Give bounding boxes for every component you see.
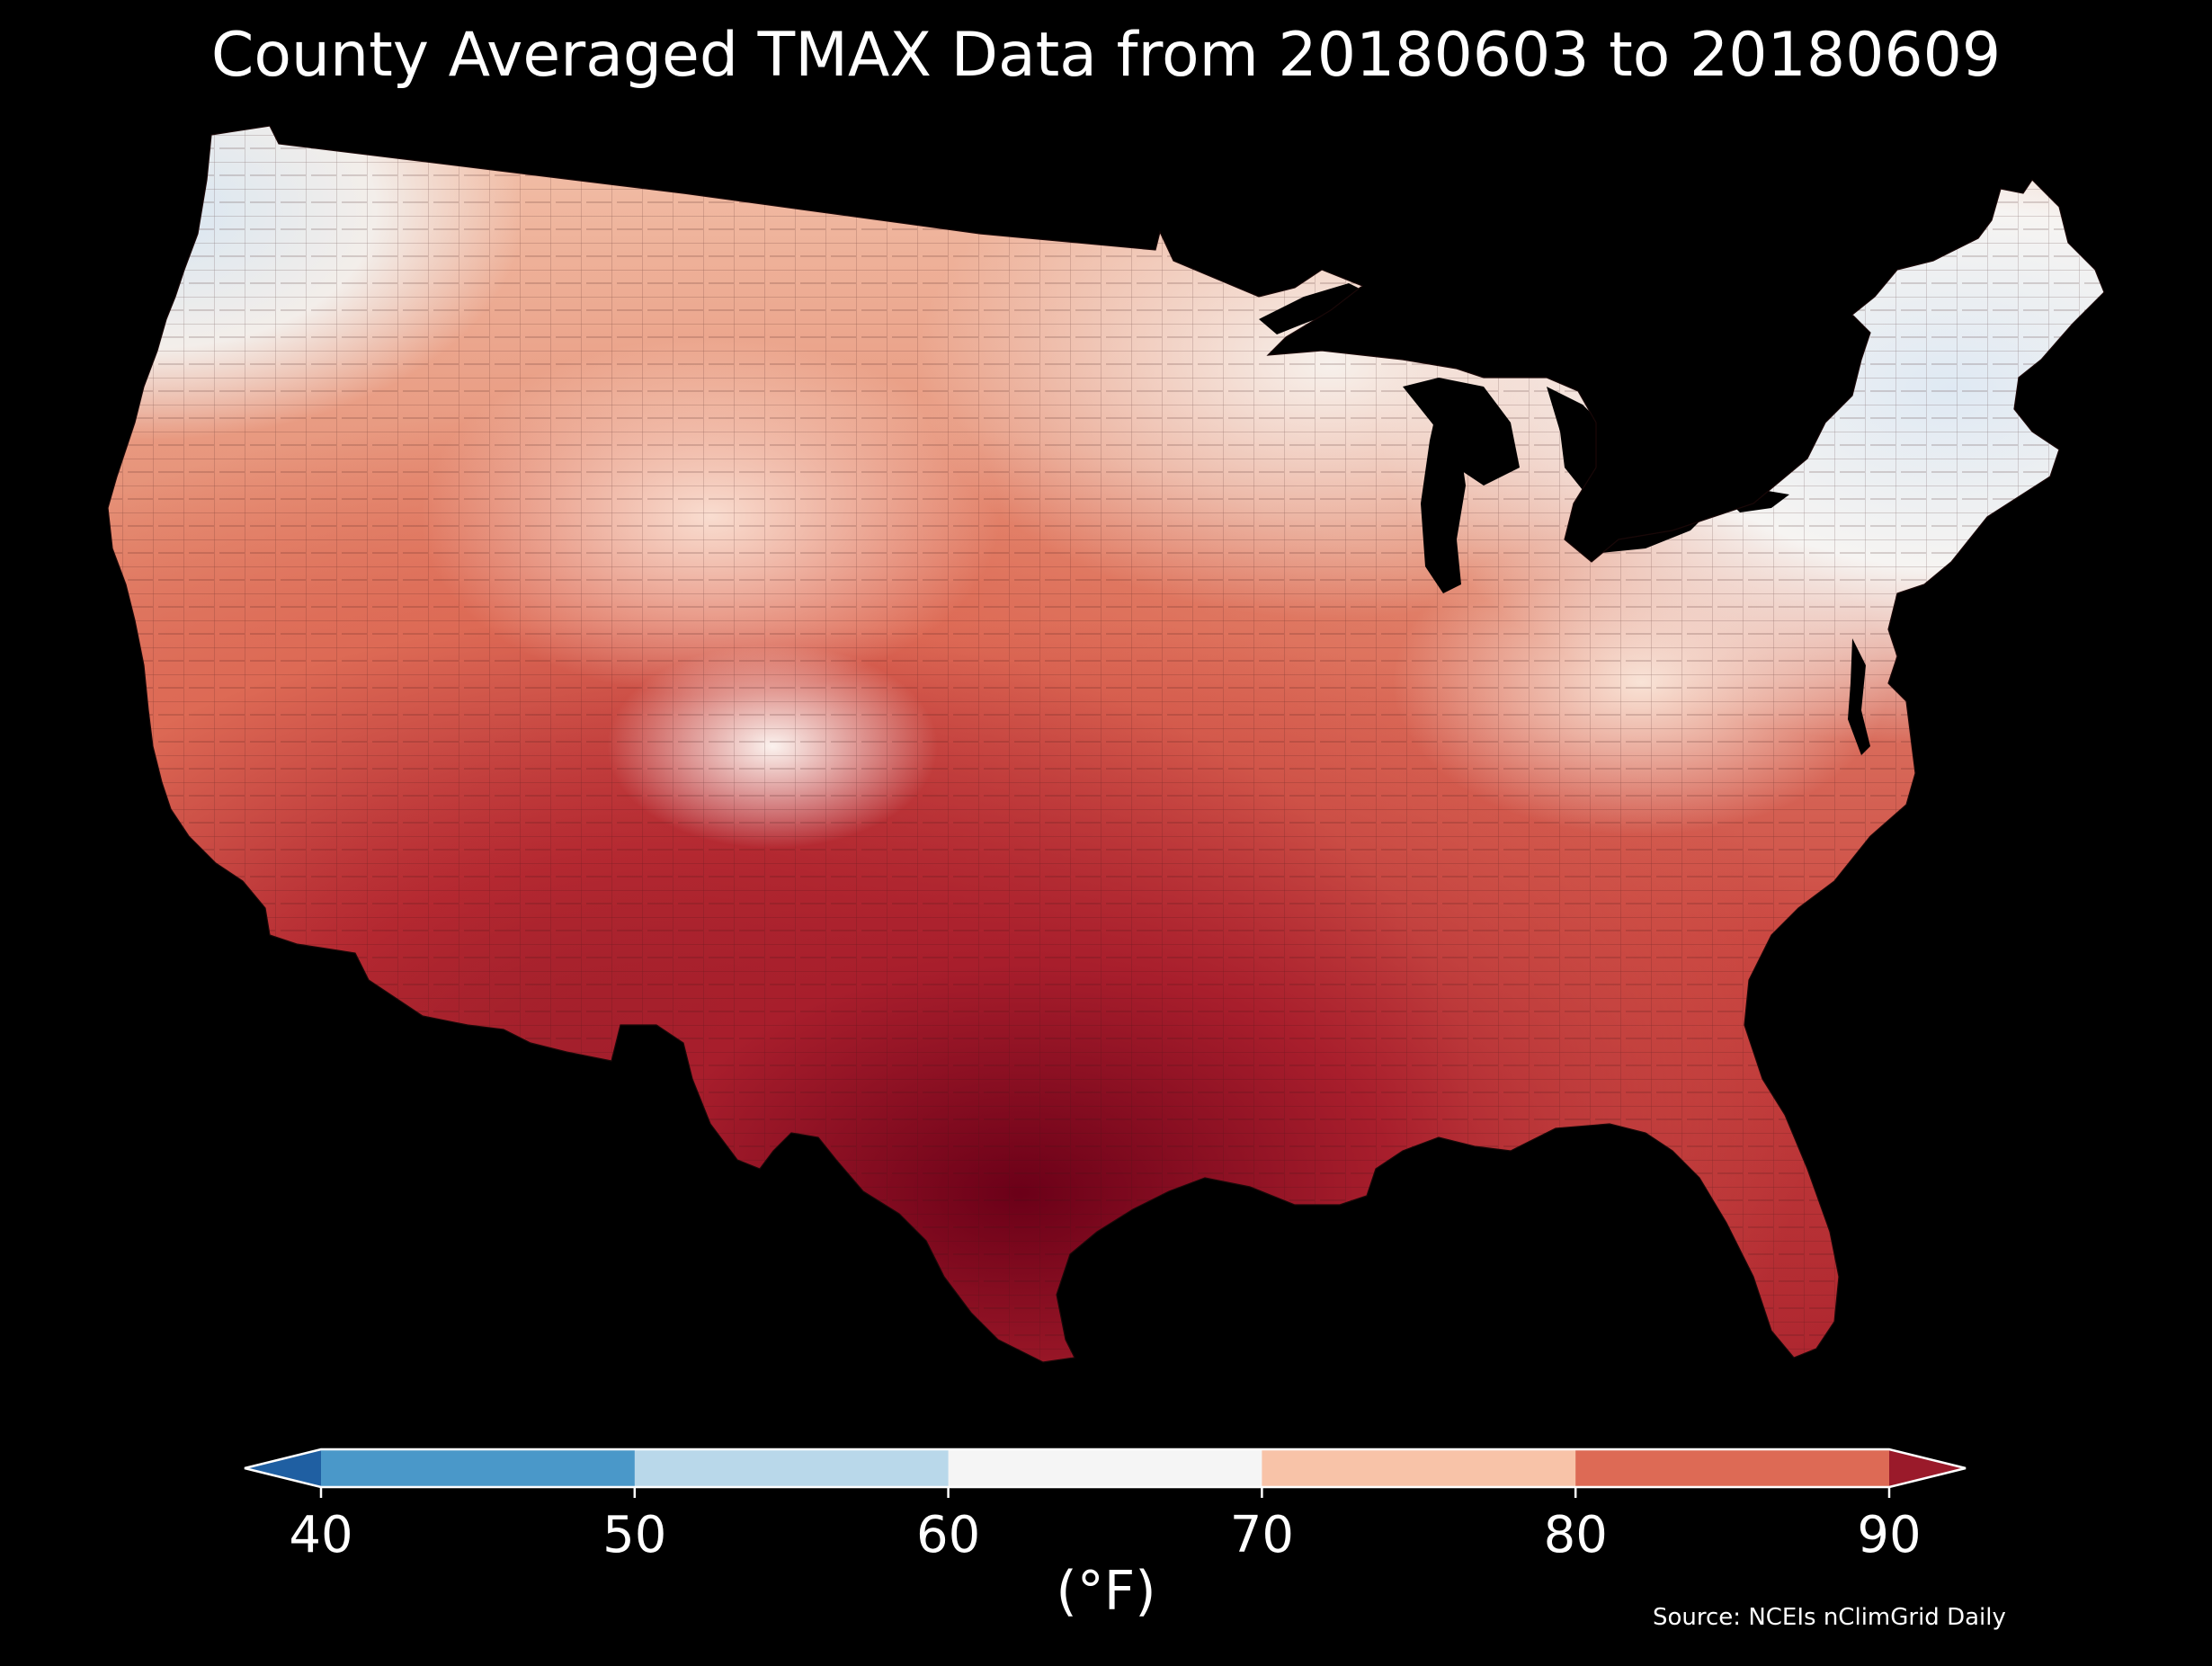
- colorbar-bin: [1262, 1449, 1576, 1487]
- colorbar-tick-label: 50: [602, 1506, 666, 1564]
- colorbar-bin: [634, 1449, 950, 1487]
- chesapeake-bay: [1848, 638, 1870, 755]
- colorbar-tick-label: 60: [916, 1506, 980, 1564]
- colorbar-bin: [321, 1449, 636, 1487]
- map-title: County Averaged TMAX Data from 20180603 …: [210, 20, 2002, 91]
- colorbar-units-label: (°F): [1056, 1560, 1156, 1623]
- colorbar-extend-low: [245, 1449, 321, 1487]
- colorbar-tick-label: 90: [1857, 1506, 1921, 1564]
- colorbar-bin: [948, 1449, 1262, 1487]
- colorbar-bin: [1575, 1449, 1890, 1487]
- colorbar-tick-label: 40: [289, 1506, 352, 1564]
- colorbar-tick-label: 70: [1230, 1506, 1294, 1564]
- colorbar-tick-label: 80: [1544, 1506, 1608, 1564]
- colorbar-extend-high: [1889, 1449, 1966, 1487]
- source-note: Source: NCEIs nClimGrid Daily: [1653, 1604, 2006, 1631]
